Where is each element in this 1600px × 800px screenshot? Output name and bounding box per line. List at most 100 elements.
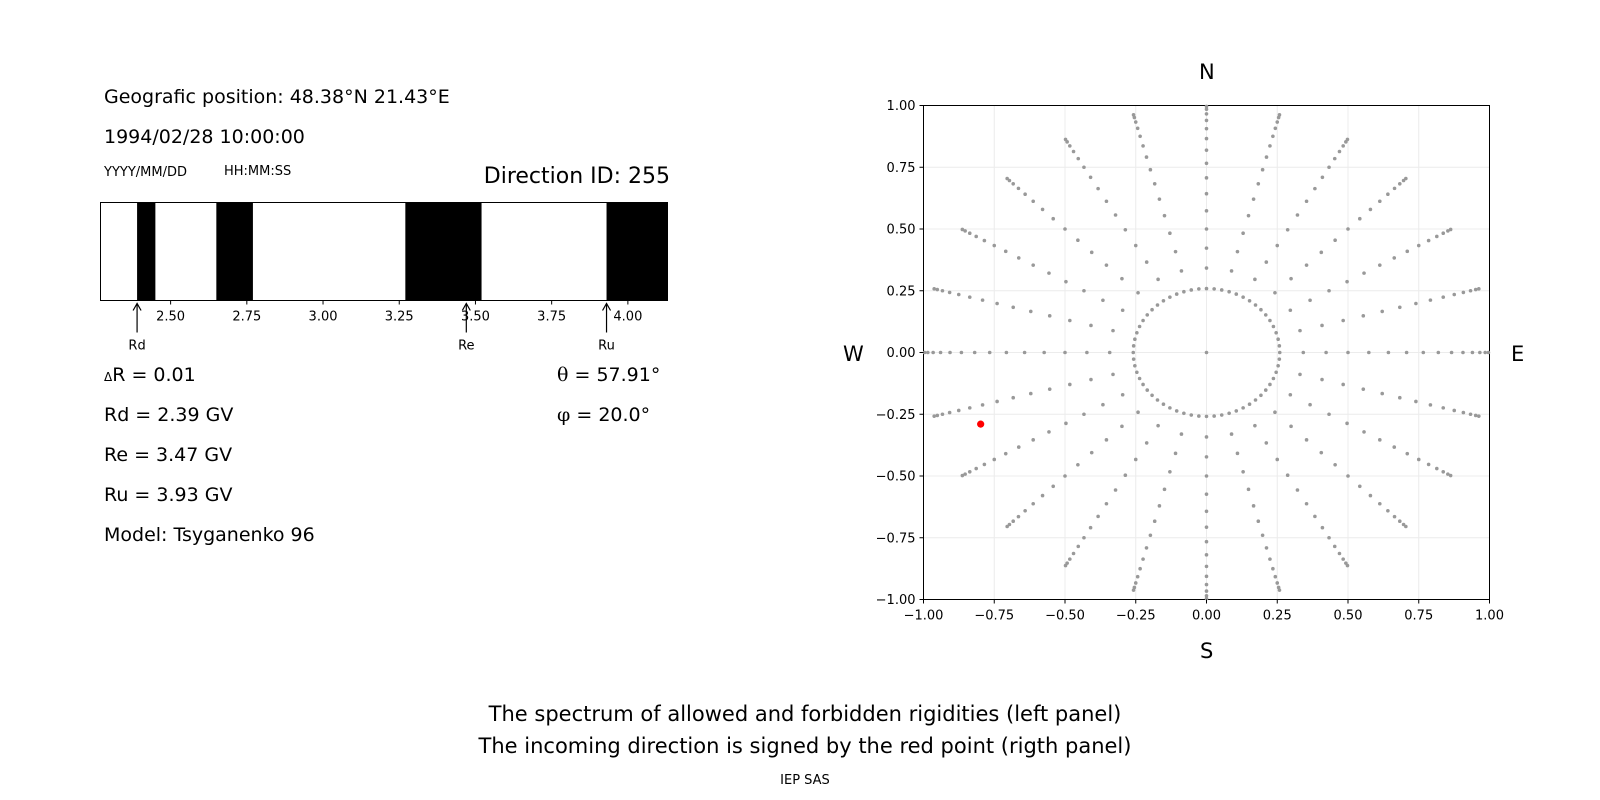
direction-point — [1260, 533, 1265, 538]
direction-point — [1468, 412, 1473, 417]
direction-point — [1071, 149, 1076, 154]
direction-point — [1468, 288, 1473, 293]
direction-point — [1416, 243, 1421, 248]
direction-point — [1141, 318, 1145, 323]
direction-point — [963, 472, 967, 476]
direction-point — [1253, 398, 1258, 402]
spectrum-frame — [100, 202, 668, 301]
direction-point — [1016, 445, 1021, 449]
direction-point — [960, 227, 965, 232]
direction-point — [1277, 344, 1282, 348]
direction-point — [1152, 181, 1157, 186]
theta-value: θ = 57.91° — [557, 366, 660, 385]
direction-point — [1113, 213, 1118, 217]
direction-point — [1274, 370, 1278, 375]
x-tick-label: 0.75 — [1404, 609, 1433, 624]
direction-point — [1337, 149, 1342, 154]
direction-point — [1276, 115, 1281, 120]
direction-point — [1088, 525, 1093, 530]
direction-point — [995, 399, 999, 404]
direction-point — [1308, 298, 1312, 303]
x-tick-label: 0.50 — [1334, 609, 1363, 624]
x-tick-label: 1.00 — [1475, 609, 1504, 624]
direction-point — [1107, 350, 1112, 355]
direction-point — [1150, 307, 1154, 312]
direction-point — [1332, 544, 1337, 549]
direction-point — [1204, 593, 1209, 598]
direction-point — [1414, 399, 1418, 404]
direction-point — [1011, 519, 1016, 524]
direction-point — [1161, 402, 1166, 407]
direction-point — [1320, 525, 1325, 530]
direction-point — [1123, 473, 1128, 477]
direction-point — [1156, 277, 1160, 282]
direction-point — [1162, 213, 1167, 218]
direction-point — [1435, 466, 1439, 471]
direction-point — [1204, 112, 1209, 116]
direction-point — [1298, 372, 1302, 377]
direction-point — [1137, 324, 1142, 329]
geographic-position: Geografic position: 48.38°N 21.43°E — [104, 86, 450, 108]
direction-point — [1392, 445, 1397, 449]
direction-point — [1082, 412, 1086, 417]
direction-point — [1271, 324, 1276, 329]
direction-point — [1063, 227, 1067, 231]
direction-point — [1301, 350, 1306, 355]
direction-point — [932, 287, 936, 291]
direction-point — [1219, 288, 1224, 292]
direction-point — [1234, 292, 1239, 296]
direction-point — [1141, 557, 1145, 561]
forbidden-band-1 — [216, 202, 253, 301]
direction-point — [1357, 484, 1362, 489]
direction-point — [1397, 395, 1402, 400]
model-name: Model: Tsyganenko 96 — [104, 524, 315, 546]
direction-point — [960, 473, 965, 478]
direction-point — [1327, 288, 1331, 293]
spectrum-markers: Rd Re Ru — [128, 302, 615, 354]
direction-point — [947, 410, 952, 415]
direction-point — [1397, 305, 1402, 310]
direction-point — [1449, 350, 1454, 355]
direction-point — [1229, 269, 1234, 273]
compass-north: N — [1199, 60, 1215, 84]
direction-point — [1212, 414, 1216, 418]
direction-point — [1076, 544, 1081, 549]
direction-point — [1241, 406, 1245, 410]
direction-point — [940, 412, 945, 417]
polar-ticks: −1.00 −0.75 −0.50 −0.25 0.00 0.25 0.50 0.75 1.00… — [876, 99, 1504, 624]
direction-point — [1426, 238, 1431, 243]
direction-point — [1273, 290, 1277, 295]
delta-r-text: R = 0.01 — [112, 364, 196, 386]
direction-point — [1241, 295, 1245, 299]
direction-point — [1028, 391, 1033, 396]
direction-point — [1268, 382, 1272, 387]
direction-point — [1268, 557, 1272, 561]
direction-point — [1174, 409, 1179, 413]
date-format-label: YYYY/MM/DD — [104, 165, 187, 180]
direction-point — [1011, 305, 1016, 310]
compass-east: E — [1511, 342, 1525, 366]
direction-point — [1011, 395, 1016, 400]
direction-point — [1378, 501, 1382, 506]
direction-point — [1361, 314, 1366, 318]
x-tick-label: −0.50 — [1045, 609, 1085, 624]
direction-point — [1023, 192, 1027, 197]
direction-point — [1082, 165, 1086, 170]
direction-point — [1428, 403, 1433, 407]
direction-point — [1392, 186, 1397, 191]
y-tick-label: 0.25 — [887, 284, 916, 299]
direction-point — [1477, 414, 1481, 418]
direction-point — [1204, 474, 1209, 478]
direction-point — [1204, 435, 1209, 439]
direction-point — [1016, 514, 1021, 519]
direction-point — [1088, 175, 1093, 180]
direction-point — [1168, 406, 1172, 410]
direction-point — [1174, 292, 1179, 296]
direction-point — [932, 414, 936, 418]
direction-point — [1253, 423, 1257, 428]
direction-point — [1023, 508, 1027, 513]
direction-point — [1271, 134, 1275, 139]
direction-point — [1448, 227, 1453, 232]
direction-point — [1111, 328, 1115, 333]
direction-point — [1461, 410, 1466, 415]
